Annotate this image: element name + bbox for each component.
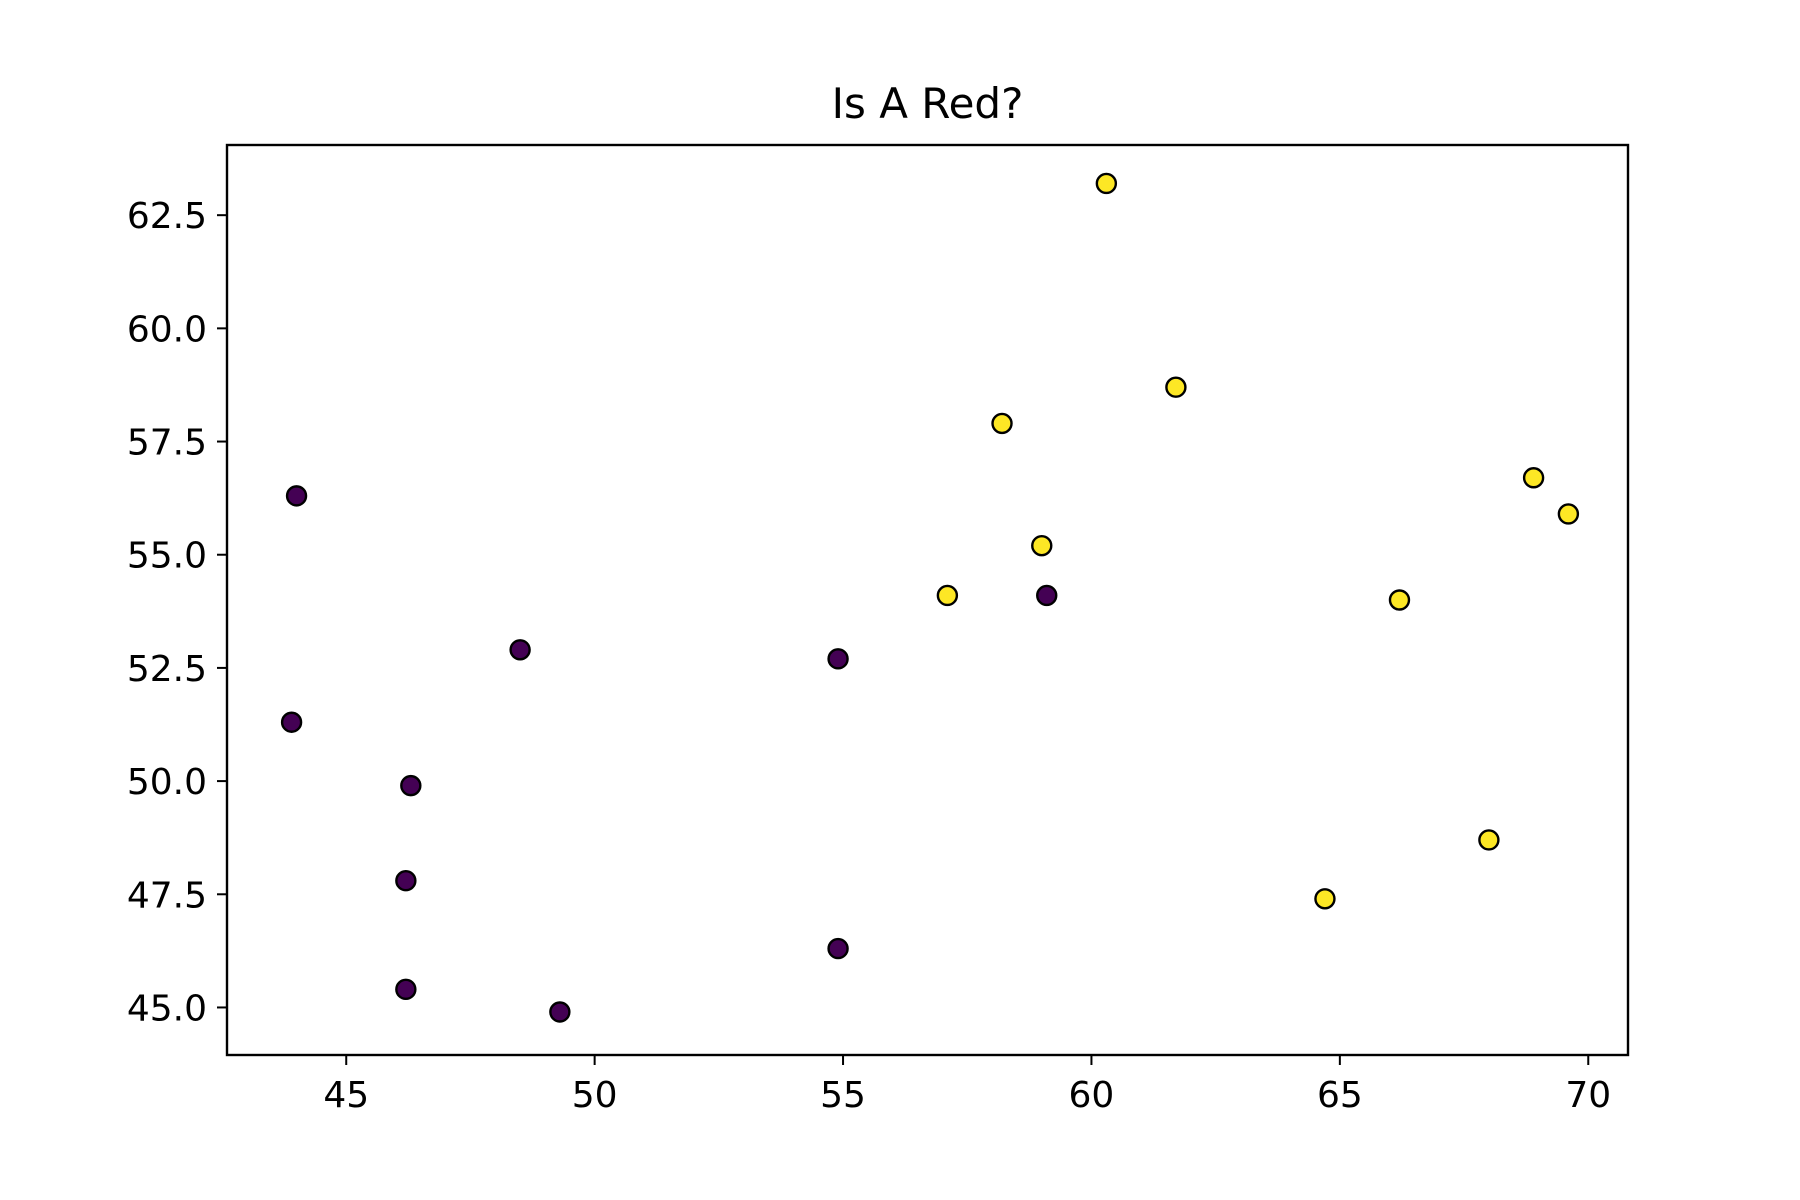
- x-axis: 45 50 55 60 65 70: [323, 1055, 1611, 1116]
- scatter-point: [827, 937, 849, 960]
- y-tick-label: 62.5: [127, 196, 207, 237]
- scatter-point: [1388, 589, 1411, 611]
- scatter-point: [1031, 534, 1053, 557]
- x-tick-label: 65: [1317, 1075, 1363, 1116]
- x-tick-label: 70: [1565, 1075, 1611, 1116]
- scatter-point: [395, 978, 417, 1001]
- scatter-point: [936, 584, 959, 607]
- scatter-point: [827, 648, 849, 670]
- plot-frame: [225, 143, 1630, 1057]
- y-tick-label: 50.0: [127, 762, 207, 803]
- x-tick-label: 55: [820, 1075, 866, 1116]
- y-tick-label: 47.5: [127, 875, 207, 916]
- y-tick-label: 52.5: [127, 649, 207, 690]
- scatter-point: [1095, 172, 1118, 195]
- y-tick-label: 55.0: [127, 536, 207, 577]
- x-tick-label: 45: [323, 1075, 369, 1116]
- scatter-point: [285, 485, 308, 507]
- chart-title: Is A Red?: [832, 79, 1024, 128]
- scatter-point: [1314, 888, 1336, 910]
- scatter-point: [1036, 584, 1058, 607]
- scatter-point: [991, 412, 1013, 435]
- x-tick-label: 50: [572, 1075, 618, 1116]
- scatter-point: [1478, 829, 1500, 851]
- scatter-point: [400, 774, 422, 797]
- scatter-point: [509, 639, 531, 661]
- y-tick-label: 45.0: [127, 988, 207, 1029]
- points-layer: [280, 172, 1580, 1023]
- y-tick-label: 60.0: [127, 309, 207, 350]
- x-tick-label: 60: [1069, 1075, 1115, 1116]
- scatter-point: [280, 711, 303, 733]
- y-tick-label: 57.5: [127, 423, 207, 464]
- scatter-point: [395, 869, 417, 892]
- y-axis: 45.0 47.5 50.0 52.5 55.0 57.5 60.0 62.5: [127, 196, 227, 1029]
- scatter-point: [1165, 376, 1187, 398]
- scatter-point: [1522, 467, 1545, 489]
- scatter-point: [1557, 503, 1580, 525]
- scatter-point: [549, 1001, 571, 1023]
